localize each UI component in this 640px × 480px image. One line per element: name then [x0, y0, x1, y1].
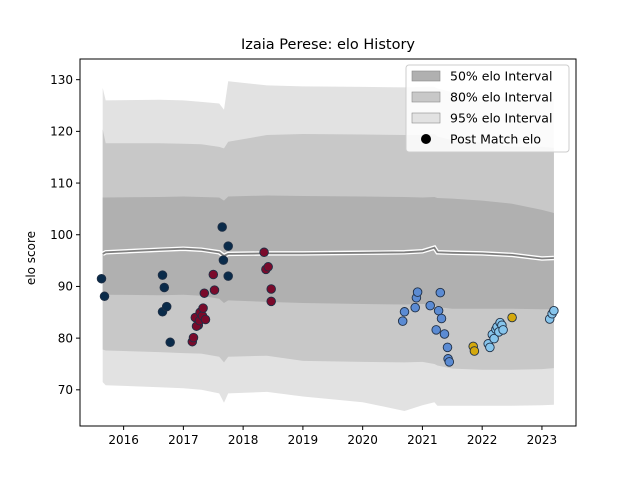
post-match-point-0-8: [223, 241, 233, 251]
y-tick-label: 100: [50, 228, 73, 242]
y-tick-label: 110: [50, 176, 73, 190]
y-tick-label: 130: [50, 73, 73, 87]
x-tick-label: 2018: [228, 433, 259, 447]
post-match-point-2-1: [399, 307, 410, 317]
y-tick-label: 120: [50, 125, 73, 139]
post-match-point-0-9: [218, 255, 229, 265]
post-match-point-2-4: [412, 287, 423, 297]
post-match-point-2-5: [425, 300, 435, 311]
plot-frame: [79, 58, 577, 427]
post-match-point-2-8: [435, 287, 446, 298]
post-match-point-1-9: [199, 288, 210, 298]
post-match-point-1-16: [266, 284, 276, 294]
legend-swatch: [411, 70, 441, 82]
post-match-point-1-11: [208, 269, 219, 280]
post-match-point-0-6: [165, 337, 175, 348]
y-tick-label: 80: [58, 331, 73, 345]
post-match-point-1-15: [263, 262, 273, 272]
post-match-point-3-3: [489, 333, 499, 344]
post-match-point-0-3: [159, 282, 170, 293]
legend-box: [405, 64, 570, 153]
post-match-point-1-10: [200, 314, 211, 325]
legend-swatch: [411, 91, 441, 103]
post-match-point-4-1: [469, 346, 480, 356]
y-tick-label: 70: [58, 383, 73, 397]
legend: 50% elo Interval 80% elo Interval 95% elo …: [405, 64, 570, 153]
x-tick-label: 2020: [347, 433, 378, 447]
post-match-point-3-1: [485, 342, 495, 353]
y-tick-label: 90: [58, 280, 73, 294]
post-match-point-0-5: [161, 301, 172, 312]
legend-entry-label: Post Match elo: [450, 132, 541, 147]
post-match-point-2-13: [444, 357, 455, 367]
post-match-point-2-9: [436, 313, 447, 324]
post-match-point-0-10: [223, 271, 233, 281]
x-tick-label: 2019: [288, 433, 319, 447]
y-axis-label: elo score: [24, 231, 38, 285]
post-match-point-2-10: [439, 329, 450, 339]
legend-swatch: [411, 112, 441, 124]
legend-entry-label: 80% elo Interval: [450, 90, 552, 105]
post-match-point-0-0: [96, 273, 107, 284]
post-match-points: [96, 222, 559, 367]
chart-title: Izaia Perese: elo History: [241, 37, 415, 53]
x-tick-label: 2016: [108, 433, 139, 447]
post-match-point-2-7: [433, 305, 444, 316]
median-line: [101, 245, 554, 261]
post-match-point-2-11: [442, 342, 453, 353]
median-elo-line: [102, 246, 554, 260]
x-axis-ticks: 2016 2017 2018 2019 2020 2021 2022 2023: [108, 426, 557, 447]
post-match-point-2-2: [410, 302, 420, 313]
y-axis-ticks: 70 80 90 100 110 120 130: [50, 73, 80, 397]
post-match-point-1-13: [259, 247, 269, 258]
post-match-point-1-1: [188, 332, 199, 343]
x-tick-label: 2023: [527, 433, 558, 447]
legend-marker: [421, 134, 431, 144]
x-tick-label: 2017: [168, 433, 199, 447]
post-match-point-3-12: [549, 305, 559, 316]
post-match-point-0-2: [157, 270, 168, 280]
post-match-point-2-6: [431, 325, 441, 335]
post-match-point-4-2: [507, 312, 517, 323]
post-match-point-1-17: [266, 296, 276, 307]
legend-entry-label: 50% elo Interval: [450, 69, 552, 84]
post-match-point-1-8: [198, 303, 208, 313]
legend-entry-label: 95% elo Interval: [450, 111, 552, 126]
x-tick-label: 2021: [407, 433, 438, 447]
post-match-point-3-9: [498, 325, 508, 335]
post-match-point-0-1: [99, 291, 110, 302]
post-match-point-1-12: [209, 285, 220, 295]
post-match-point-0-7: [217, 222, 227, 232]
x-tick-label: 2022: [467, 433, 498, 447]
post-match-point-2-0: [397, 316, 408, 326]
